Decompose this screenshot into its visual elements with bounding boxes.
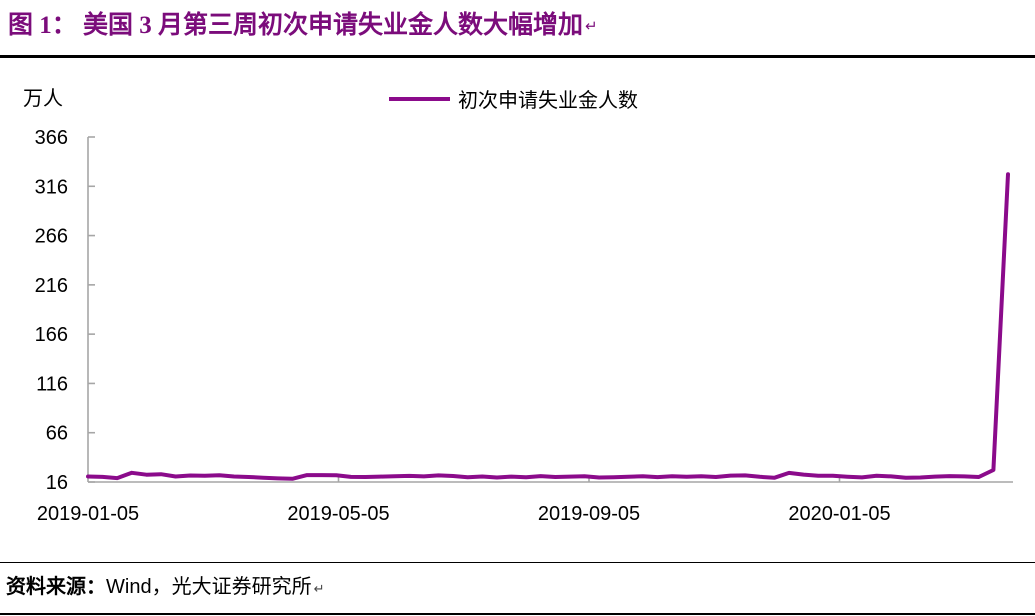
chart-legend: 初次申请失业金人数 xyxy=(389,84,638,113)
figure-title-text: 图 1： 美国 3 月第三周初次申请失业金人数大幅增加 xyxy=(8,12,584,39)
legend-label: 初次申请失业金人数 xyxy=(458,90,638,112)
paragraph-mark-icon: ↵ xyxy=(585,19,598,35)
legend-line-swatch xyxy=(389,96,450,101)
source-value: Wind，光大证券研究所 xyxy=(106,576,312,598)
y-axis-tick-label: 116 xyxy=(36,373,68,395)
source-label: 资料来源： xyxy=(6,576,106,598)
figure-title: 图 1： 美国 3 月第三周初次申请失业金人数大幅增加 ↵ xyxy=(8,6,1028,47)
x-axis-tick-label: 2019-09-05 xyxy=(538,503,640,525)
y-axis-unit-label: 万人 xyxy=(23,88,63,110)
y-axis-tick-label: 16 xyxy=(46,472,68,494)
line-chart-plot: 366 316 266 216 166 116 66 16 2019-01-05 2019-05-… xyxy=(35,127,1013,525)
title-divider-rule xyxy=(0,55,1035,58)
source-line: 资料来源：Wind，光大证券研究所 ↵ xyxy=(6,572,1026,604)
data-series-line xyxy=(86,172,1010,481)
y-axis-tick-label: 66 xyxy=(46,423,68,445)
y-axis-tick-label: 266 xyxy=(35,226,68,248)
paragraph-mark-icon: ↵ xyxy=(313,581,325,596)
y-axis-tick-label: 166 xyxy=(35,324,68,346)
y-axis-tick-label: 316 xyxy=(35,176,68,198)
y-axis-tick-label: 366 xyxy=(35,127,68,149)
bottom-border-rule xyxy=(0,613,1035,615)
x-axis-tick-label: 2019-01-05 xyxy=(37,503,139,525)
y-axis-tick-label: 216 xyxy=(35,275,68,297)
source-divider-rule xyxy=(0,562,1035,563)
x-axis-tick-label: 2019-05-05 xyxy=(287,503,389,525)
x-axis-tick-label: 2020-01-05 xyxy=(788,503,890,525)
